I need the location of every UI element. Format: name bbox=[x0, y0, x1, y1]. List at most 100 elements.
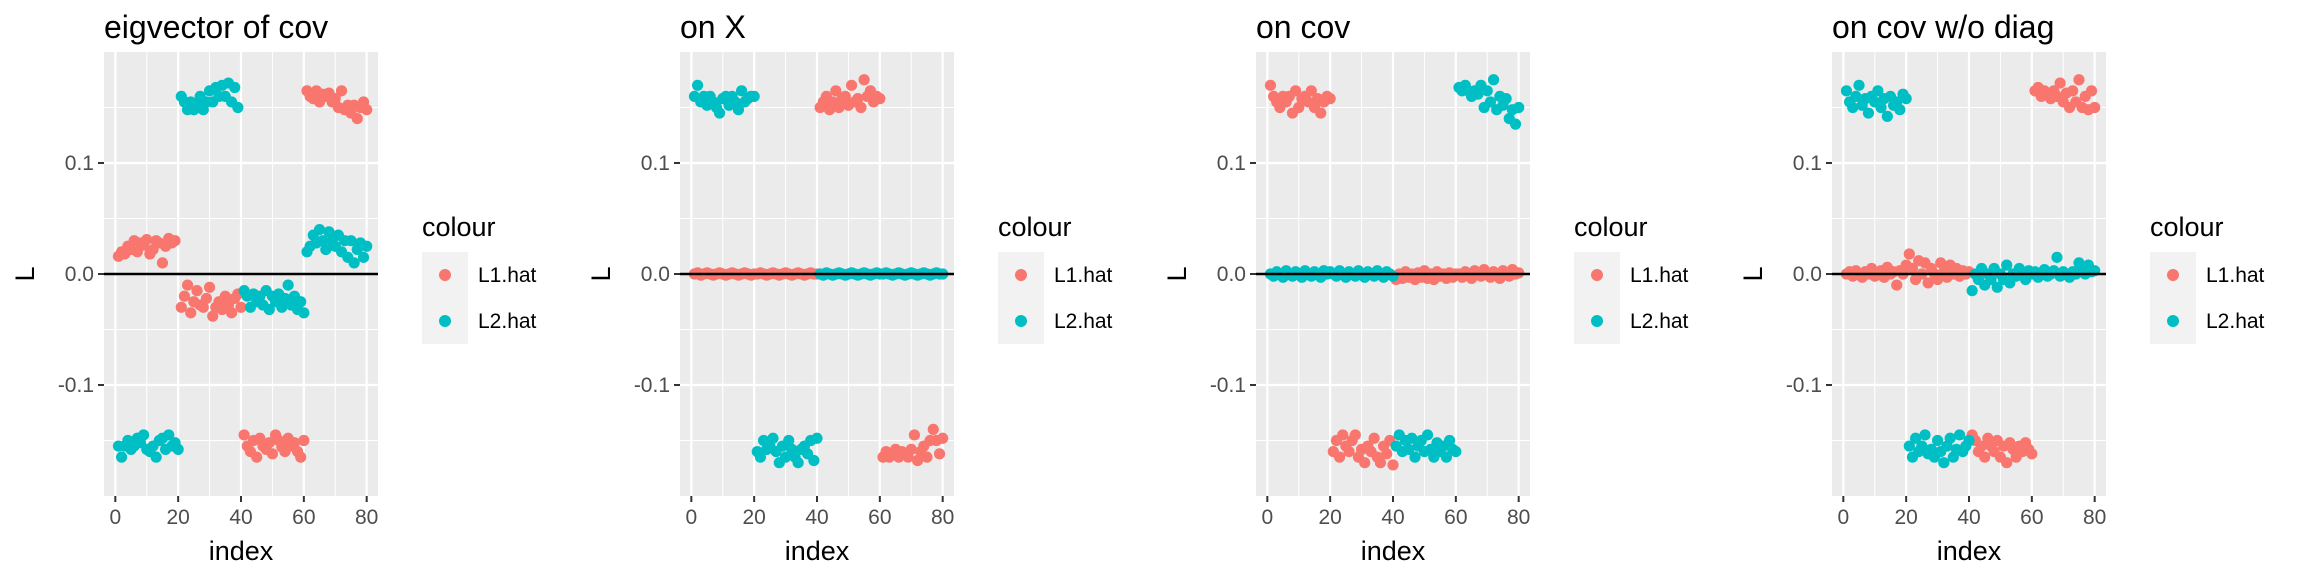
point-L1-hat bbox=[1324, 93, 1336, 105]
point-L1-hat bbox=[1906, 262, 1919, 275]
panel-title: on cov w/o diag bbox=[1832, 9, 2054, 45]
y-tick-label: 0.0 bbox=[641, 263, 670, 286]
point-L1-hat bbox=[1368, 432, 1380, 444]
point-L2-hat bbox=[1387, 270, 1399, 282]
point-L1-hat bbox=[191, 285, 203, 297]
point-L2-hat bbox=[348, 257, 360, 269]
point-L2-hat bbox=[1409, 451, 1421, 463]
x-tick-label: 60 bbox=[1444, 506, 1467, 529]
point-L1-hat bbox=[905, 443, 917, 455]
point-L1-hat bbox=[908, 429, 921, 441]
point-L2-hat bbox=[1513, 101, 1525, 114]
legend-key-point bbox=[2167, 269, 2179, 281]
legend-title: colour bbox=[1574, 212, 1648, 242]
y-tick-label: -0.1 bbox=[634, 374, 670, 397]
point-L1-hat bbox=[1903, 248, 1915, 260]
point-L1-hat bbox=[335, 85, 348, 97]
point-L2-hat bbox=[783, 434, 795, 447]
point-L1-hat bbox=[298, 434, 310, 447]
point-L1-hat bbox=[874, 93, 886, 105]
legend-label: L2.hat bbox=[1054, 310, 1113, 333]
y-tick-label: 0.1 bbox=[1793, 152, 1822, 175]
point-L2-hat bbox=[282, 279, 294, 291]
x-tick-label: 80 bbox=[2083, 506, 2106, 529]
point-L2-hat bbox=[1931, 434, 1944, 447]
y-tick-label: 0.0 bbox=[1793, 263, 1822, 286]
point-L2-hat bbox=[1481, 85, 1493, 97]
point-L1-hat bbox=[1387, 459, 1399, 471]
point-L1-hat bbox=[295, 451, 307, 463]
x-tick-label: 0 bbox=[685, 506, 697, 529]
x-tick-label: 0 bbox=[1837, 506, 1849, 529]
legend-label: L2.hat bbox=[1630, 310, 1689, 333]
point-L1-hat bbox=[2067, 85, 2079, 97]
point-L1-hat bbox=[1315, 107, 1327, 119]
point-L2-hat bbox=[1500, 93, 1512, 105]
point-L2-hat bbox=[792, 457, 804, 469]
point-L1-hat bbox=[1979, 451, 1991, 463]
point-L2-hat bbox=[313, 224, 326, 236]
point-L2-hat bbox=[295, 296, 307, 308]
point-L1-hat bbox=[1337, 429, 1349, 441]
y-tick-label: -0.1 bbox=[1786, 374, 1822, 397]
point-L1-hat bbox=[937, 432, 949, 444]
x-tick-label: 40 bbox=[1381, 506, 1404, 529]
point-L2-hat bbox=[732, 104, 745, 116]
legend: colour L1.hat L2.hat bbox=[2150, 212, 2265, 344]
point-L2-hat bbox=[263, 303, 275, 316]
x-tick-label: 60 bbox=[292, 506, 315, 529]
point-L1-hat bbox=[225, 307, 238, 319]
point-L2-hat bbox=[1938, 457, 1950, 469]
point-L1-hat bbox=[200, 292, 213, 305]
point-L1-hat bbox=[141, 233, 153, 246]
point-L1-hat bbox=[178, 290, 191, 302]
point-L1-hat bbox=[266, 448, 279, 460]
x-tick-label: 60 bbox=[868, 506, 891, 529]
point-L2-hat bbox=[357, 251, 370, 263]
point-L2-hat bbox=[1991, 281, 2003, 293]
point-L2-hat bbox=[811, 432, 823, 444]
point-L1-hat bbox=[1343, 446, 1355, 458]
point-L1-hat bbox=[175, 301, 187, 313]
point-L1-hat bbox=[833, 101, 845, 114]
point-L1-hat bbox=[2054, 77, 2066, 89]
legend-label: L2.hat bbox=[2206, 310, 2265, 333]
point-L1-hat bbox=[1289, 85, 1302, 97]
point-L2-hat bbox=[691, 79, 704, 91]
legend-label: L1.hat bbox=[1054, 264, 1113, 287]
point-L2-hat bbox=[345, 235, 357, 247]
x-axis-title: index bbox=[1361, 536, 1426, 566]
point-L2-hat bbox=[1853, 79, 1865, 91]
point-L1-hat bbox=[845, 79, 858, 91]
point-L1-hat bbox=[329, 93, 341, 105]
x-axis-title: index bbox=[209, 536, 274, 566]
point-L1-hat bbox=[921, 451, 933, 463]
point-L1-hat bbox=[2026, 448, 2038, 460]
point-L2-hat bbox=[808, 454, 820, 467]
x-axis-title: index bbox=[785, 536, 850, 566]
point-L2-hat bbox=[320, 243, 332, 256]
y-axis-title: L bbox=[1738, 266, 1768, 281]
point-L2-hat bbox=[779, 451, 792, 463]
point-L2-hat bbox=[1421, 429, 1434, 441]
x-tick-label: 80 bbox=[355, 506, 378, 529]
x-tick-label: 20 bbox=[1894, 506, 1917, 529]
facet-panel-4: on cov w/o diag 0.1 0.0 -0.1 0 20 40 60 80 index L… bbox=[1738, 9, 2265, 566]
point-L2-hat bbox=[229, 81, 241, 94]
point-L2-hat bbox=[361, 240, 373, 252]
x-axis-title: index bbox=[1937, 536, 2002, 566]
point-L2-hat bbox=[1966, 285, 1978, 297]
point-L2-hat bbox=[1487, 74, 1500, 86]
point-L1-hat bbox=[1359, 457, 1371, 469]
point-L1-hat bbox=[361, 104, 373, 116]
point-L2-hat bbox=[115, 451, 128, 463]
point-L1-hat bbox=[858, 74, 870, 86]
point-L2-hat bbox=[1916, 440, 1928, 452]
point-L2-hat bbox=[1406, 432, 1418, 444]
point-L1-hat bbox=[185, 307, 197, 319]
x-tick-label: 40 bbox=[1957, 506, 1980, 529]
y-axis-title: L bbox=[586, 266, 616, 281]
point-L1-hat bbox=[181, 279, 194, 291]
